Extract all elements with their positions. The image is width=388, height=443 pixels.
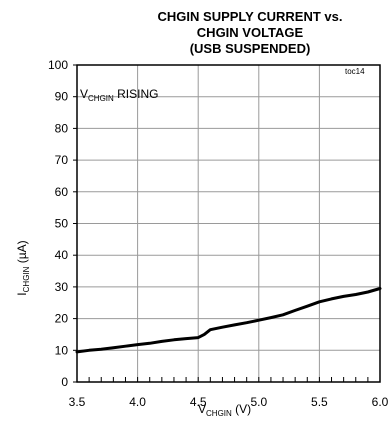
y-tick-label: 60 — [55, 185, 69, 199]
x-tick-label: 5.0 — [250, 395, 267, 409]
chart-note: toc14 — [345, 67, 365, 76]
chart-grid — [77, 65, 380, 382]
y-tick-label: 20 — [55, 312, 69, 326]
chart-title-line-3: (USB SUSPENDED) — [189, 41, 311, 56]
y-tick-label: 50 — [55, 217, 69, 231]
chart-title-line-2: CHGIN VOLTAGE — [196, 25, 304, 40]
chart-lines — [75, 287, 382, 354]
x-tick-label: 3.5 — [69, 395, 86, 409]
y-tick-label: 10 — [55, 343, 69, 357]
plot-frame — [76, 64, 381, 383]
x-tick-label: 4.0 — [129, 395, 146, 409]
curve-annotation: VCHGIN RISING — [80, 87, 158, 103]
y-axis-label: ICHGIN (µA) — [15, 240, 31, 295]
y-tick-label: 100 — [48, 58, 68, 72]
x-tick-labels: 3.5 4.0 4.5 5.0 5.5 6.0 — [69, 395, 388, 409]
y-tick-label: 30 — [55, 280, 69, 294]
x-tick-label: 6.0 — [372, 395, 388, 409]
x-axis-label: VCHGIN (V) — [198, 402, 251, 418]
data-line-series-0 — [75, 287, 382, 354]
chart-title-line-1: CHGIN SUPPLY CURRENT vs. — [157, 9, 343, 24]
x-tick-label: 5.5 — [311, 395, 328, 409]
y-tick-label: 80 — [55, 121, 69, 135]
y-tick-label: 40 — [55, 248, 69, 262]
y-tick-label: 0 — [61, 375, 68, 389]
x-tick-label: 4.5 — [190, 395, 207, 409]
y-tick-label: 70 — [55, 153, 69, 167]
y-tick-labels: 0 10 20 30 40 50 60 70 80 90 100 — [48, 58, 68, 389]
y-tick-label: 90 — [55, 90, 69, 104]
